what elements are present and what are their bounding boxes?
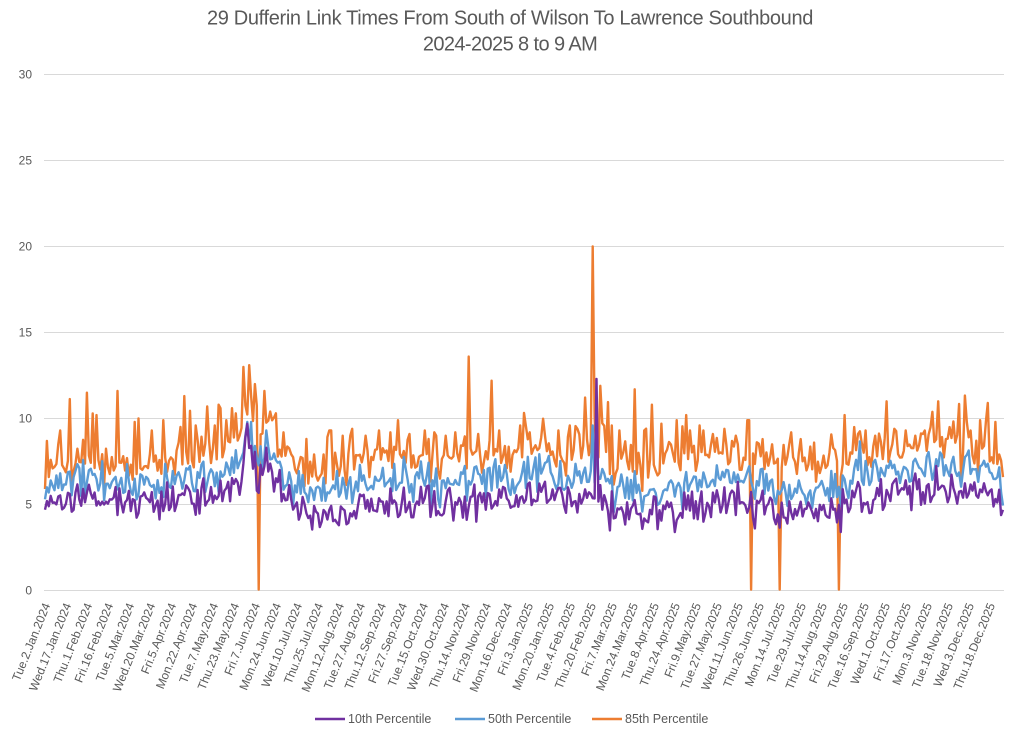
svg-text:25: 25 <box>19 154 33 168</box>
svg-text:15: 15 <box>19 326 33 340</box>
svg-text:0: 0 <box>25 584 32 598</box>
svg-text:10th Percentile: 10th Percentile <box>348 712 431 726</box>
svg-text:29 Dufferin Link Times From So: 29 Dufferin Link Times From South of Wil… <box>207 8 813 30</box>
svg-text:10: 10 <box>19 412 33 426</box>
svg-text:85th Percentile: 85th Percentile <box>625 712 708 726</box>
svg-text:50th Percentile: 50th Percentile <box>488 712 571 726</box>
svg-text:2024-2025 8 to 9 AM: 2024-2025 8 to 9 AM <box>423 34 597 56</box>
svg-text:30: 30 <box>19 68 33 82</box>
svg-text:5: 5 <box>25 498 32 512</box>
svg-text:20: 20 <box>19 240 33 254</box>
